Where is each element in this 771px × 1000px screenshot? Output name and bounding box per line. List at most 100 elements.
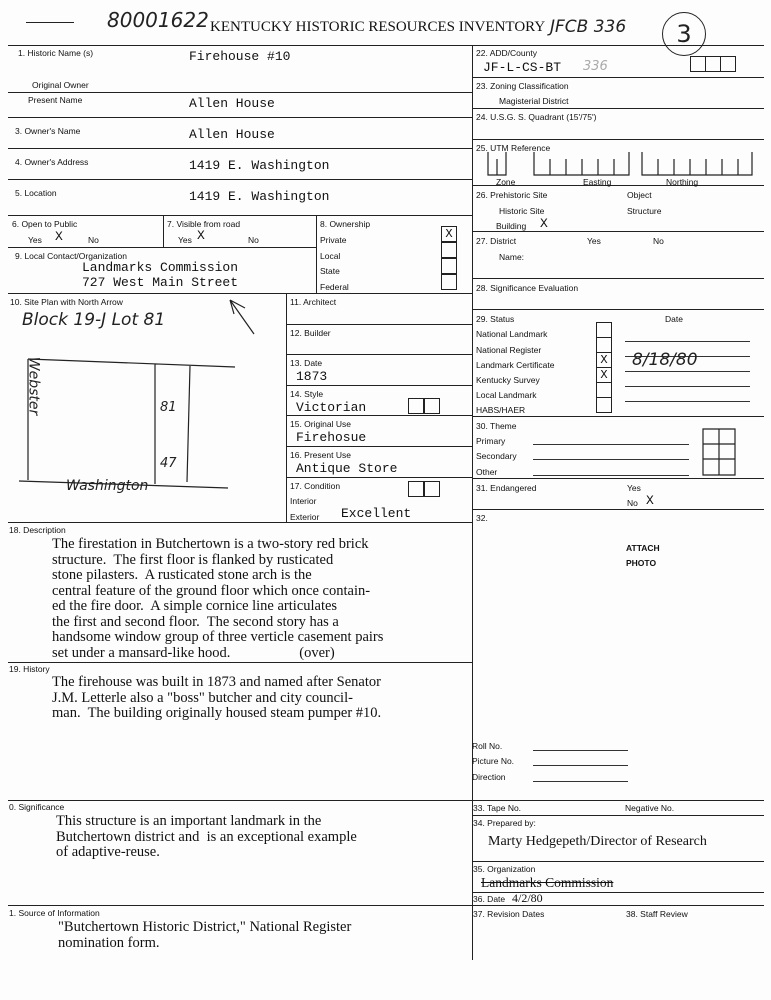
roll-no-line	[533, 750, 628, 751]
divider	[163, 215, 164, 247]
present-use-label: 16. Present Use	[290, 450, 351, 460]
condition-code-box[interactable]	[408, 481, 424, 497]
divider	[8, 215, 472, 216]
theme-primary: Primary	[476, 436, 506, 446]
date-line	[625, 341, 750, 342]
exterior-value: Excellent	[341, 506, 412, 521]
county-code-box[interactable]	[705, 56, 721, 72]
owner-address-value: 1419 E. Washington	[189, 158, 330, 173]
organization-label: 35. Organization	[473, 864, 536, 874]
status-checkbox[interactable]	[596, 322, 612, 338]
theme-line	[533, 459, 689, 460]
divider	[286, 477, 472, 478]
present-name-value: Allen House	[189, 96, 275, 111]
county-code-box[interactable]	[690, 56, 706, 72]
divider	[8, 247, 316, 248]
visible-road-yes: Yes	[178, 235, 192, 245]
divider	[8, 117, 472, 118]
status-checkbox[interactable]: X	[596, 367, 612, 383]
description-text: The firestation in Butchertown is a two-…	[52, 536, 384, 661]
divider	[472, 139, 764, 140]
lot-lines	[18, 299, 255, 489]
divider	[472, 416, 764, 417]
add-county-value: JF-L-CS-BT	[483, 60, 562, 75]
dimension-81: 81	[160, 400, 177, 415]
divider	[8, 148, 472, 149]
add-county-label: 22. ADD/County	[476, 48, 537, 58]
endangered-yes: Yes	[627, 483, 641, 493]
ownership-local-checkbox[interactable]	[441, 242, 457, 258]
status-checkbox[interactable]	[596, 337, 612, 353]
significance-label: 0. Significance	[9, 802, 65, 812]
ownership-state-checkbox[interactable]	[441, 258, 457, 274]
divider	[472, 278, 764, 279]
open-public-yes: Yes	[28, 235, 42, 245]
style-code-box[interactable]	[408, 398, 424, 414]
handwritten-id: 80001622	[107, 8, 209, 32]
divider	[472, 509, 764, 510]
theme-line	[533, 444, 689, 445]
historic-name-value: Firehouse #10	[189, 49, 291, 64]
status-checkbox[interactable]: X	[596, 352, 612, 368]
status-date-label: Date	[665, 314, 683, 324]
condition-code-box[interactable]	[424, 481, 440, 497]
landmark-certificate-date: 8/18/80	[632, 350, 698, 370]
status-local-landmark: Local Landmark	[476, 390, 537, 400]
location-value: 1419 E. Washington	[189, 189, 330, 204]
endangered-label: 31. Endangered	[476, 483, 537, 493]
county-code-box[interactable]	[720, 56, 736, 72]
divider	[472, 478, 764, 479]
prep-date-label: 36. Date	[473, 894, 506, 904]
status-label: 29. Status	[476, 314, 515, 324]
date-line	[625, 401, 750, 402]
divider	[8, 179, 472, 180]
photo-label: 32.	[476, 513, 488, 523]
quadrant-label: 24. U.S.G. S. Quadrant (15'/75')	[476, 112, 597, 122]
endangered-no: No	[627, 498, 638, 508]
significance-eval-label: 28. Significance Evaluation	[476, 283, 579, 293]
divider	[286, 354, 472, 355]
owner-name-value: Allen House	[189, 127, 275, 142]
ownership-private-checkbox[interactable]: X	[441, 226, 457, 242]
status-checkbox[interactable]	[596, 382, 612, 398]
divider	[472, 45, 473, 960]
present-use-value: Antique Store	[296, 461, 398, 476]
divider	[8, 92, 472, 93]
interior-label: Interior	[290, 496, 317, 506]
prehistoric-site-label: 26. Prehistoric Site	[476, 190, 548, 200]
handwritten-code: JFCB 336	[550, 17, 627, 37]
structure-label: Structure	[627, 206, 662, 216]
direction-label: Direction	[472, 772, 506, 782]
utm-easting-label: Easting	[583, 177, 612, 187]
divider	[472, 892, 764, 893]
ownership-federal-checkbox[interactable]	[441, 274, 457, 290]
site-plan-note: Block 19-J Lot 81	[22, 310, 166, 330]
location-label: 5. Location	[15, 188, 57, 198]
staff-review-label: 38. Staff Review	[626, 909, 688, 919]
ownership-private: Private	[320, 235, 347, 245]
district-label: 27. District	[476, 236, 517, 246]
building-mark: X	[540, 216, 548, 231]
tape-no-label: 33. Tape No.	[473, 803, 522, 813]
history-text: The firehouse was built in 1873 and name…	[52, 674, 382, 721]
divider	[286, 385, 472, 386]
street-webster: Webster	[25, 356, 42, 416]
divider	[472, 185, 764, 186]
divider	[472, 800, 764, 801]
date-line	[625, 386, 750, 387]
owner-name-label: 3. Owner's Name	[15, 126, 81, 136]
page-number-circle: 3	[662, 12, 706, 56]
endangered-mark: X	[646, 493, 654, 508]
status-habs-haer: HABS/HAER	[476, 405, 526, 415]
source-label: 1. Source of Information	[9, 908, 100, 918]
divider	[472, 309, 764, 310]
ownership-federal: Federal	[320, 282, 349, 292]
theme-other: Other	[476, 467, 498, 477]
style-code-box[interactable]	[424, 398, 440, 414]
source-text: "Butchertown Historic District," Nationa…	[58, 919, 352, 951]
status-checkbox[interactable]	[596, 397, 612, 413]
condition-label: 17. Condition	[290, 481, 341, 491]
divider	[472, 108, 764, 109]
utm-northing-label: Northing	[666, 177, 699, 187]
